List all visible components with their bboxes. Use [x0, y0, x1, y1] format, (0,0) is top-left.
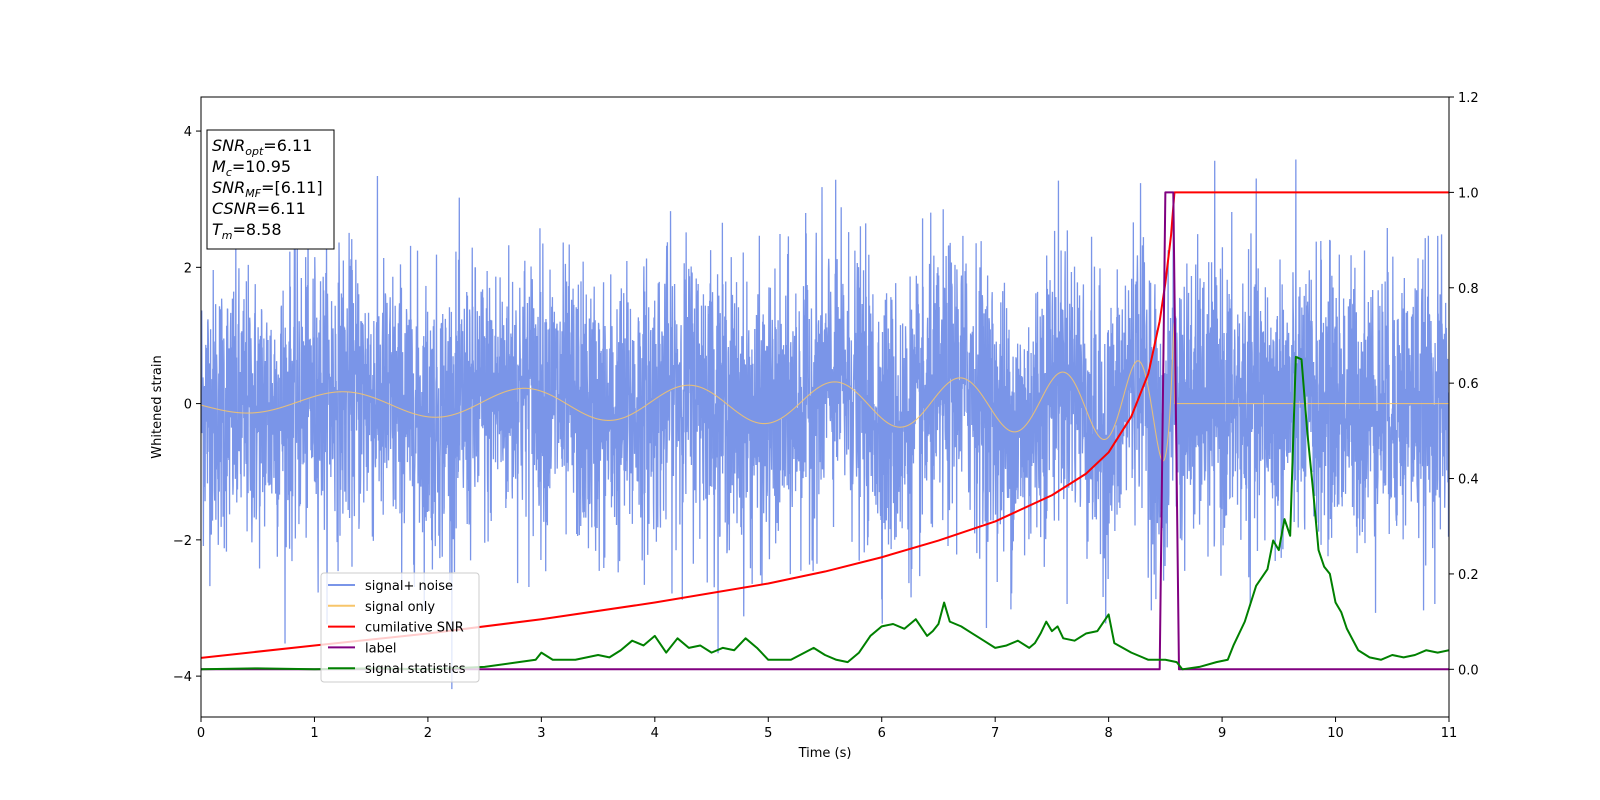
x-tick-label: 1: [310, 726, 318, 741]
annotation-value: =10.95: [232, 157, 291, 176]
y2-tick-label: 0.8: [1458, 282, 1479, 297]
annotation-symbol: M: [212, 157, 226, 176]
series-label: [201, 191, 1449, 671]
x-tick-label: 6: [878, 726, 886, 741]
annotation-line: SNRopt=6.11: [212, 136, 312, 158]
annotation-symbol: SNR: [212, 178, 245, 197]
legend-item: signal+ noise: [328, 579, 453, 594]
x-tick-label: 5: [764, 726, 772, 741]
annotation-subscript: MF: [245, 187, 261, 200]
x-tick-label: 11: [1441, 726, 1458, 741]
annotation-subscript: opt: [245, 145, 264, 158]
annotation-value: =[6.11]: [261, 178, 323, 197]
stats-annotation-box: SNRopt=6.11Mc=10.95SNRMF=[6.11]CSNR=6.11…: [206, 129, 335, 250]
legend-item: signal statistics: [328, 662, 466, 677]
legend-item: label: [328, 641, 396, 656]
y-axis-left: 4 2 0 −2 −4: [173, 125, 201, 685]
y-tick-label: 2: [184, 261, 192, 276]
legend-item: signal only: [328, 600, 435, 615]
y-tick-label: 0: [184, 398, 192, 413]
y-axis-label: Whitened strain: [150, 355, 165, 458]
x-axis: 0 1 2 3 4 5 6 7 8 9 10 11: [197, 717, 1457, 741]
series-signal-statistics: [201, 355, 1449, 671]
legend-label: cumilative SNR: [365, 621, 464, 636]
legend-label: signal statistics: [365, 662, 466, 677]
y-tick-label: −4: [173, 670, 192, 685]
series-layer: [201, 159, 1449, 690]
annotation-subscript: c: [226, 166, 232, 179]
annotation-line: Mc=10.95: [212, 157, 291, 179]
annotation-line: SNRMF=[6.11]: [212, 178, 323, 200]
annotation-subscript: m: [222, 229, 233, 242]
x-tick-label: 0: [197, 726, 205, 741]
legend-item: cumilative SNR: [328, 621, 464, 636]
annotation-symbol: T: [212, 220, 223, 239]
plot-frame: [200, 96, 1450, 718]
legend-label: signal only: [365, 600, 435, 615]
annotation-symbol: SNR: [212, 136, 245, 155]
x-tick-label: 3: [537, 726, 545, 741]
annotation-value: =8.58: [233, 220, 282, 239]
x-tick-label: 4: [651, 726, 659, 741]
series-signal-only: [201, 322, 1449, 462]
y-tick-label: 4: [184, 125, 192, 140]
annotation-symbol: CSNR: [212, 199, 257, 218]
annotation-line: Tm=8.58: [212, 220, 282, 242]
annotation-line: CSNR=6.11: [212, 199, 306, 218]
annotation-value: =6.11: [257, 199, 306, 218]
y2-tick-label: 0.4: [1458, 473, 1479, 488]
annotation-value: =6.11: [263, 136, 312, 155]
legend-frame: [320, 572, 480, 683]
legend-label: signal+ noise: [365, 579, 453, 594]
legend-label: label: [365, 641, 396, 656]
x-tick-label: 8: [1104, 726, 1112, 741]
legend: signal+ noise signal only cumilative SNR la…: [320, 572, 480, 683]
x-tick-label: 9: [1218, 726, 1226, 741]
x-axis-label: Time (s): [798, 746, 852, 761]
y-axis-right: 1.2 1.0 0.8 0.6 0.4 0.2 0.0: [1449, 91, 1479, 678]
series-signal-noise: [201, 159, 1449, 690]
x-tick-label: 7: [991, 726, 999, 741]
annotation-frame: [206, 129, 335, 250]
y2-tick-label: 0.0: [1458, 663, 1479, 678]
y2-tick-label: 0.2: [1458, 568, 1479, 583]
x-tick-label: 10: [1327, 726, 1344, 741]
y2-tick-label: 1.2: [1458, 91, 1479, 106]
x-tick-label: 2: [424, 726, 432, 741]
y-tick-label: −2: [173, 534, 192, 549]
y2-tick-label: 0.6: [1458, 377, 1479, 392]
y2-tick-label: 1.0: [1458, 186, 1479, 201]
